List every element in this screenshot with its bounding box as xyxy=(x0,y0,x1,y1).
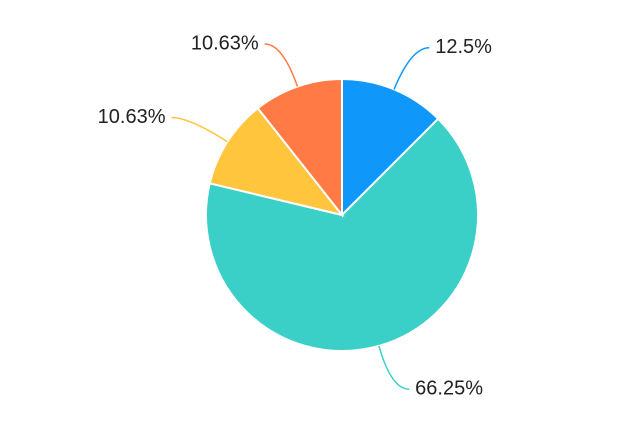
leader-line xyxy=(393,47,430,90)
data-label: 66.25% xyxy=(415,377,483,399)
leader-line xyxy=(264,43,299,87)
data-label: 10.63% xyxy=(191,32,259,54)
pie-slice xyxy=(208,106,345,217)
leader-line xyxy=(378,345,410,390)
data-label: 10.63% xyxy=(98,106,166,128)
leader-line xyxy=(171,116,228,143)
pie-slice xyxy=(205,117,479,352)
pie-slice xyxy=(341,77,440,218)
pie-slice xyxy=(256,77,343,218)
data-label: 12.5% xyxy=(435,36,492,58)
